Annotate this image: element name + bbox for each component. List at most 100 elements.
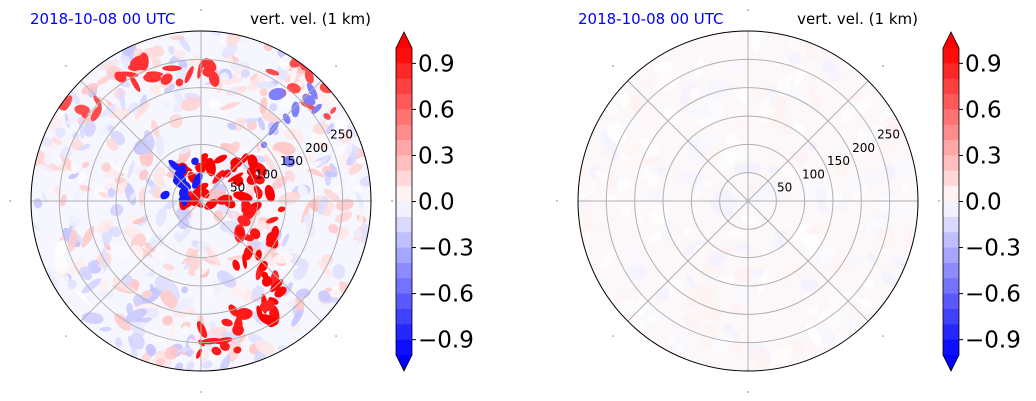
field-patch: [140, 255, 154, 275]
field-patch: [683, 226, 693, 236]
outer-tick-mark: [882, 335, 884, 337]
field-patch: [162, 315, 174, 326]
field-patch: [155, 358, 166, 366]
field-patch: [118, 87, 126, 111]
field-patch: [735, 242, 751, 251]
field-patch-strong: [246, 166, 257, 177]
field-patch: [44, 154, 53, 166]
field-patch: [281, 233, 290, 247]
field-patch-strong: [119, 71, 139, 77]
field-patch-strong: [270, 225, 280, 240]
colorbar-level: [396, 186, 412, 202]
radial-tick-label: 50: [230, 181, 245, 195]
field-patch-strong: [232, 259, 240, 271]
field-patch: [110, 245, 131, 259]
colorbar-level: [943, 324, 959, 341]
field-patch: [143, 130, 155, 150]
colorbar-level: [396, 78, 412, 95]
colorbar-tick-label: −0.3: [418, 236, 474, 262]
field-patch-strong: [277, 206, 286, 213]
grid-spoke: [200, 200, 322, 322]
field-patch: [661, 219, 674, 243]
field-patch: [804, 41, 816, 60]
field-patch: [688, 88, 700, 99]
field-patch: [801, 279, 819, 291]
field-patch: [326, 123, 334, 135]
colorbar-outline: [942, 31, 960, 372]
field-patch-strong: [129, 75, 141, 92]
field-patch-strong: [237, 215, 251, 227]
field-patch: [813, 232, 840, 242]
field-patch: [805, 178, 820, 205]
field-patch: [51, 136, 62, 145]
field-patch: [642, 155, 661, 166]
colorbar-level: [396, 308, 412, 325]
field-patch: [741, 215, 756, 225]
field-patch: [221, 43, 238, 58]
field-patch-strong: [196, 321, 208, 338]
field-patch: [339, 130, 353, 144]
colorbar-level: [943, 78, 959, 95]
colorbar-tick-label: 0.3: [965, 143, 1002, 169]
colorbar-level: [943, 201, 959, 218]
field-patch: [223, 77, 244, 85]
field-patch: [674, 64, 689, 78]
field-patch: [754, 181, 777, 200]
field-patch: [234, 66, 243, 78]
field-patch: [628, 155, 646, 169]
field-patch: [600, 149, 613, 157]
field-patch: [55, 254, 68, 275]
field-patch: [76, 290, 94, 308]
field-patch-strong: [221, 169, 231, 178]
radial-tick-label: 50: [777, 181, 792, 195]
field-patch: [353, 228, 362, 239]
field-patch: [39, 164, 53, 173]
field-patch-strong: [260, 141, 268, 149]
field-patch: [349, 239, 359, 252]
field-patch: [231, 210, 238, 223]
grid-spoke: [627, 80, 749, 202]
field-patch-strong: [283, 155, 296, 168]
field-patch: [747, 207, 763, 230]
field-patch: [769, 111, 786, 129]
field-patch: [693, 122, 703, 130]
colorbar-extend-low: [943, 355, 959, 371]
field-patch: [789, 51, 801, 65]
field-patch: [316, 142, 330, 150]
field-patch-strong: [160, 190, 170, 200]
field-patch-strong: [208, 71, 220, 87]
radial-tick-label: 250: [330, 127, 353, 141]
left-field: [31, 31, 371, 371]
field-patch: [303, 160, 323, 171]
colorbar-level: [943, 339, 959, 356]
field-patch: [863, 278, 875, 290]
colorbar-level: [943, 216, 959, 233]
field-patch-strong: [266, 216, 279, 224]
field-patch: [81, 225, 95, 248]
field-patch: [99, 120, 113, 135]
field-patch: [704, 258, 714, 275]
colorbar-tick-label: −0.9: [418, 328, 474, 354]
field-patch: [288, 326, 298, 333]
field-patch: [866, 145, 883, 168]
field-patch: [127, 102, 141, 113]
field-patch: [760, 97, 772, 109]
field-patch: [255, 339, 276, 356]
field-patch: [891, 204, 910, 219]
field-patch: [856, 129, 868, 147]
field-patch-strong: [191, 157, 199, 166]
field-patch: [639, 136, 660, 157]
colorbar-level: [943, 124, 959, 141]
field-patch: [885, 162, 895, 180]
colorbar-level: [943, 48, 959, 64]
colorbar-level: [396, 232, 412, 249]
field-patch: [141, 144, 153, 155]
field-patch: [266, 256, 276, 266]
field-patch-strong: [128, 63, 142, 72]
field-patch: [819, 327, 837, 347]
field-patch: [227, 122, 237, 131]
colorbar-tick-label: 0.3: [418, 143, 455, 169]
right-polar-grid: [556, 9, 940, 393]
field-patch: [786, 90, 808, 102]
